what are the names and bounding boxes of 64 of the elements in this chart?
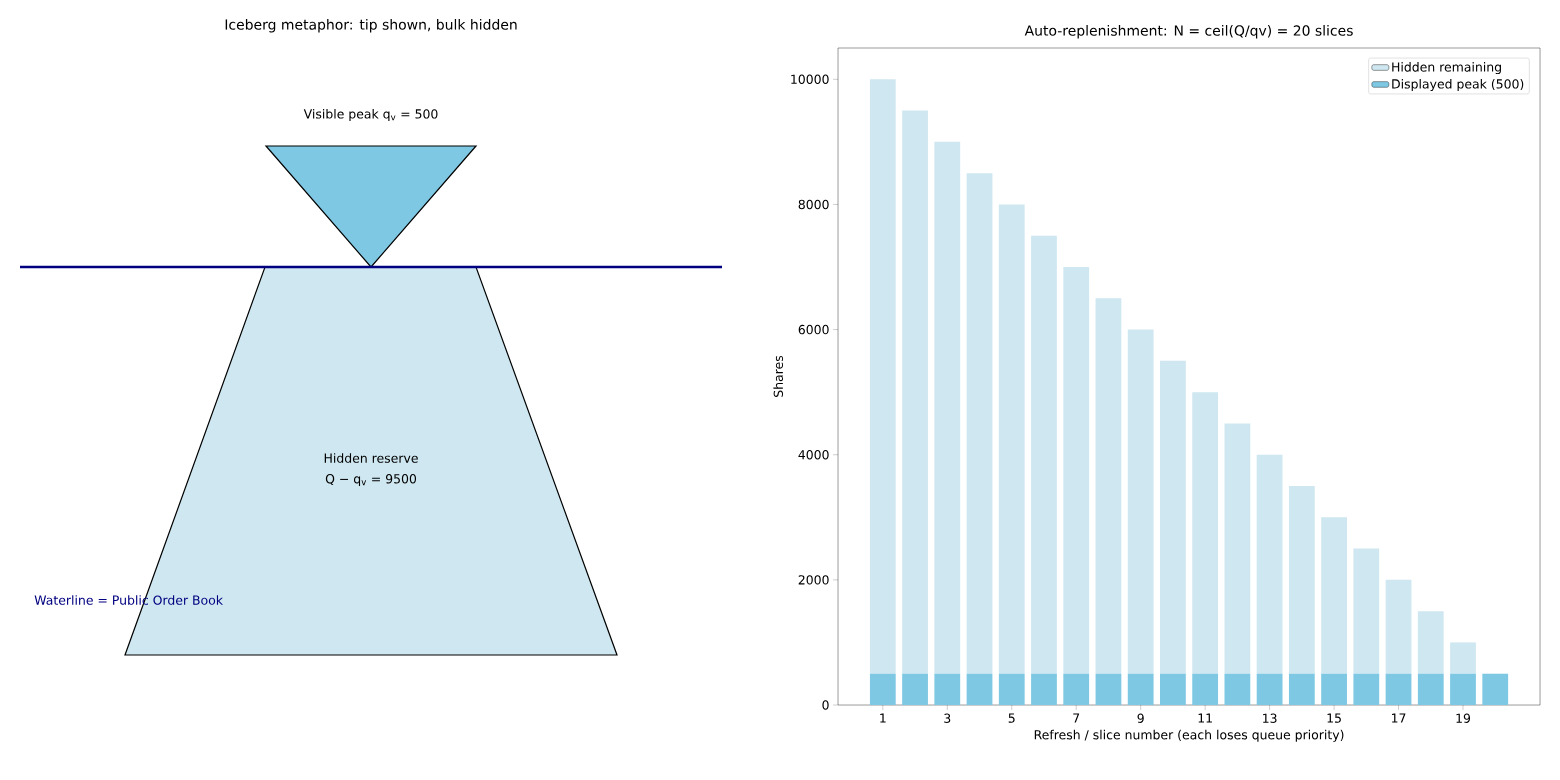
- x-tick-label: 3: [944, 713, 951, 723]
- x-tick-label: 9: [1137, 713, 1144, 723]
- bar: [1160, 673, 1186, 706]
- x-tick-label: 15: [1327, 713, 1341, 723]
- bar: [998, 204, 1025, 674]
- y-tick-label: 10000: [791, 74, 829, 84]
- chart-title: Auto-replenishment: N = ceil(Q/qv) = 20 slices: [1024, 25, 1353, 39]
- bar: [1095, 673, 1122, 706]
- bar: [1321, 517, 1347, 674]
- x-tick-label: 1: [880, 713, 886, 723]
- bar: [1256, 673, 1283, 706]
- text: Visible peak q$_{v}$ = 500: [303, 108, 438, 122]
- bar: [1160, 360, 1186, 674]
- bar: [902, 110, 928, 674]
- bar: [1288, 486, 1315, 674]
- x-axis-title: Refresh / slice number (each loses queue priority): [1034, 729, 1344, 742]
- bar: [1063, 267, 1090, 674]
- bar: [1385, 579, 1412, 674]
- bar: [1192, 392, 1219, 674]
- y-tick-label: 0: [822, 700, 829, 710]
- bar: [869, 673, 896, 706]
- x-tick-label: 17: [1391, 713, 1406, 723]
- x-tick-label: 11: [1198, 713, 1212, 723]
- bar: [998, 673, 1025, 706]
- bar: [1353, 548, 1380, 674]
- y-tick-label: 2000: [798, 575, 829, 585]
- bar: [1482, 673, 1509, 706]
- bar: [1127, 673, 1154, 706]
- text: Iceberg metaphor: tip shown, bulk hidden: [225, 19, 517, 33]
- bar: [902, 673, 928, 706]
- y-tick-label: 4000: [798, 450, 829, 460]
- bar: [1450, 642, 1476, 674]
- legend-label: Displayed peak (500): [1392, 78, 1524, 92]
- bar: [1288, 673, 1315, 706]
- bar: [1031, 235, 1057, 674]
- text: Hidden reserve: [324, 453, 418, 463]
- bar: [934, 673, 961, 706]
- bar: [869, 79, 896, 674]
- bar: [1450, 673, 1476, 706]
- bar: [1353, 673, 1380, 706]
- bar: [1321, 673, 1347, 706]
- bar: [1417, 673, 1444, 706]
- bar: [1127, 329, 1154, 674]
- bar: [966, 673, 993, 706]
- bar: [1192, 673, 1219, 706]
- bar: [934, 141, 961, 674]
- bar: [1224, 673, 1251, 706]
- bar: [1385, 673, 1412, 706]
- bar: [966, 173, 993, 674]
- legend-label: Hidden remaining: [1392, 62, 1501, 75]
- y-axis-title: Shares: [773, 355, 784, 397]
- bar: [1224, 423, 1251, 674]
- bar: [1031, 673, 1057, 706]
- text: Q − q$_{v}$ = 9500: [325, 474, 417, 486]
- x-tick-label: 13: [1263, 713, 1277, 723]
- bar: [1095, 298, 1122, 674]
- bar: [1063, 673, 1090, 706]
- bar: [1417, 611, 1444, 674]
- x-tick-label: 19: [1456, 713, 1471, 723]
- bar: [1256, 454, 1283, 674]
- y-tick-label: 8000: [798, 199, 829, 210]
- x-tick-label: 5: [1008, 713, 1015, 723]
- y-tick-label: 6000: [798, 324, 829, 335]
- x-tick-label: 7: [1073, 713, 1080, 723]
